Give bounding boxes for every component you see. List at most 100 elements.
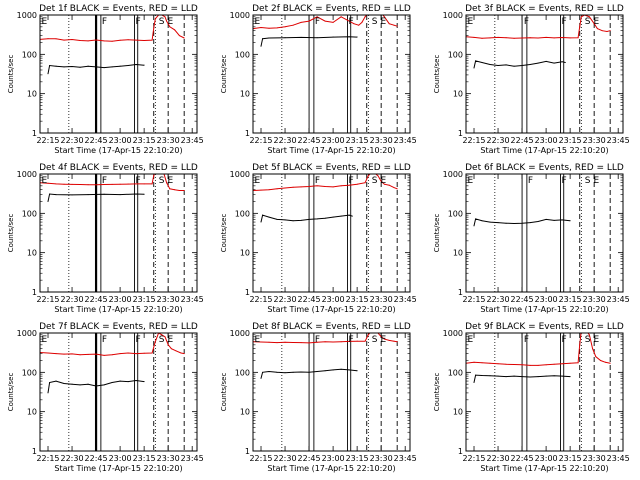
lld-point: [324, 341, 326, 343]
lld-point: [183, 190, 185, 192]
x-axis-label: Start Time (17-Apr-15 22:10:20): [267, 464, 395, 473]
plot-frame: [465, 332, 624, 452]
lld-point: [119, 183, 121, 185]
events-point: [268, 370, 270, 372]
lld-point: [103, 40, 105, 42]
series-events-line: [47, 63, 145, 74]
events-point: [332, 36, 334, 38]
lld-point: [71, 183, 73, 185]
events-point: [348, 369, 350, 371]
x-tick-label: 23:15: [559, 136, 582, 145]
x-tick-label: 23:45: [607, 454, 630, 463]
series-lld-line: [253, 15, 398, 30]
lld-point: [364, 340, 366, 342]
x-tick-label: 23:45: [394, 295, 417, 304]
events-point: [497, 375, 499, 377]
segment-marker-label: S: [159, 176, 165, 186]
panel-title: Det 7f BLACK = Events, RED = LLD: [39, 322, 198, 332]
segment-marker-label: S: [585, 176, 591, 186]
events-point: [300, 371, 302, 373]
events-point: [475, 374, 477, 376]
events-point: [513, 223, 515, 225]
lld-point: [497, 36, 499, 38]
x-tick-label: 22:15: [462, 295, 485, 304]
y-tick-label: 1: [245, 129, 250, 138]
lld-point: [324, 186, 326, 188]
events-point: [127, 65, 129, 67]
segment-marker-label: F: [102, 17, 107, 27]
lld-point: [367, 175, 369, 177]
lld-point: [380, 336, 382, 338]
x-tick-label: 23:30: [583, 295, 606, 304]
lld-point: [135, 183, 137, 185]
lld-point: [143, 183, 145, 185]
y-tick-label: 10: [27, 249, 37, 258]
lld-point: [353, 23, 355, 25]
plot-area: [466, 15, 611, 133]
segment-marker-label: F: [136, 335, 141, 345]
y-tick-label: 1000: [230, 170, 250, 179]
segment-marker-label: F: [562, 176, 567, 186]
lld-point: [569, 362, 571, 364]
lld-point: [308, 342, 310, 344]
lld-point: [63, 353, 65, 355]
y-tick-label: 1: [458, 447, 463, 456]
segment-marker-label: S: [372, 335, 378, 345]
events-point: [537, 376, 539, 378]
lld-point: [135, 353, 137, 355]
lld-point: [260, 189, 262, 191]
x-tick-label: 23:15: [559, 454, 582, 463]
segment-marker-label: S: [372, 176, 378, 186]
lld-point: [367, 334, 369, 336]
segment-marker-label: S: [159, 17, 165, 27]
x-tick-label: 23:00: [109, 454, 132, 463]
events-point: [497, 65, 499, 67]
events-point: [276, 371, 278, 373]
x-axis-label: Start Time (17-Apr-15 22:10:20): [267, 146, 395, 155]
segment-marker-label: E: [594, 335, 600, 345]
lld-point: [127, 183, 129, 185]
lld-point: [111, 183, 113, 185]
lld-point: [348, 20, 350, 22]
series-lld-line: [40, 333, 185, 356]
lld-point: [164, 336, 166, 338]
lld-point: [127, 352, 129, 354]
events-point: [351, 215, 353, 217]
panel-det-3: Det 3f BLACK = Events, RED = LLD Counts/s…: [433, 4, 630, 155]
lld-point: [348, 340, 350, 342]
x-tick-label: 23:45: [181, 295, 204, 304]
lld-point: [601, 30, 603, 32]
series-events-line: [473, 218, 571, 227]
y-axis-label: Counts/sec: [220, 214, 228, 253]
events-point: [545, 60, 547, 62]
lld-point: [383, 183, 385, 185]
segment-marker-label: F: [524, 335, 529, 345]
lld-point: [609, 30, 611, 32]
plot-area: [40, 174, 185, 292]
lld-point: [588, 16, 590, 18]
events-point: [553, 219, 555, 221]
lld-point: [47, 38, 49, 40]
x-tick-label: 23:45: [181, 454, 204, 463]
events-point: [71, 194, 73, 196]
events-point: [79, 384, 81, 386]
segment-marker-label: F: [349, 176, 354, 186]
segment-marker-label: F: [562, 335, 567, 345]
lld-point: [103, 184, 105, 186]
lld-point: [358, 24, 360, 26]
series-events-line: [473, 60, 566, 69]
events-point: [71, 66, 73, 68]
lld-point: [580, 16, 582, 18]
x-tick-label: 22:30: [487, 295, 510, 304]
lld-point: [276, 342, 278, 344]
x-tick-label: 22:45: [85, 295, 108, 304]
x-tick-label: 22:15: [462, 454, 485, 463]
events-point: [262, 371, 264, 373]
lld-point: [79, 354, 81, 356]
x-tick-label: 22:30: [61, 454, 84, 463]
lld-point: [473, 361, 475, 363]
events-point: [497, 222, 499, 224]
x-tick-label: 23:45: [394, 136, 417, 145]
events-point: [537, 220, 539, 222]
